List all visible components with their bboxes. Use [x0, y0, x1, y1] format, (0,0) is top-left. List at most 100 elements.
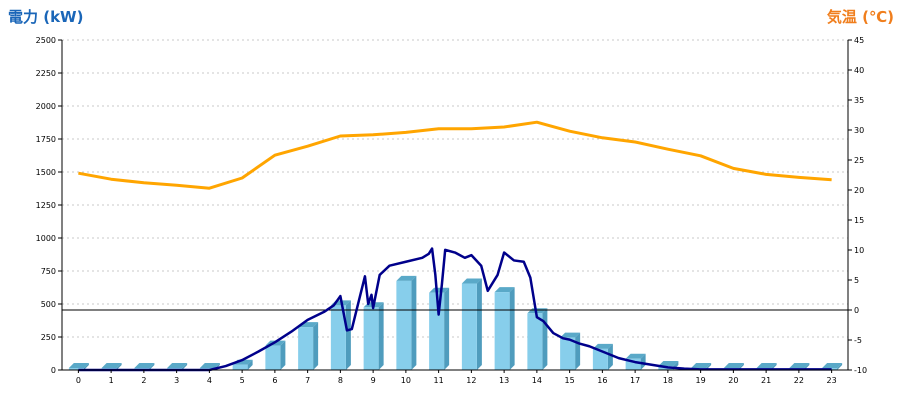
x-tick-label: 2 [141, 376, 146, 385]
right-tick-label: 20 [854, 186, 864, 195]
right-tick-label: 15 [854, 216, 864, 225]
left-tick-label: 750 [41, 267, 56, 276]
left-tick-label: 500 [41, 300, 56, 309]
bar-top [199, 363, 220, 369]
left-tick-label: 1250 [36, 201, 56, 210]
bar-side [345, 300, 351, 370]
bar [265, 345, 281, 370]
bar [298, 327, 314, 370]
bar-top [723, 363, 744, 369]
bar-top [756, 363, 777, 369]
right-tick-label: -10 [854, 366, 867, 375]
x-tick-label: 4 [207, 376, 212, 385]
bar-side [313, 322, 319, 370]
bar-side [83, 363, 89, 370]
right-tick-label: 0 [854, 306, 859, 315]
x-tick-label: 21 [761, 376, 771, 385]
x-tick-label: 7 [305, 376, 310, 385]
right-tick-label: 35 [854, 96, 864, 105]
bar-side [116, 363, 122, 370]
bar-top [429, 287, 450, 293]
bar-top [494, 287, 515, 293]
bar-side [247, 359, 253, 370]
left-tick-label: 1500 [36, 168, 56, 177]
x-tick-label: 19 [696, 376, 706, 385]
x-tick-label: 17 [630, 376, 640, 385]
right-tick-label: 40 [854, 66, 864, 75]
bar-side [640, 353, 646, 370]
bar-side [837, 363, 843, 370]
bar-top [396, 275, 417, 281]
left-tick-label: 1000 [36, 234, 56, 243]
right-tick-label: -5 [854, 336, 862, 345]
bar [560, 337, 576, 370]
x-tick-label: 20 [728, 376, 738, 385]
bar-top [592, 343, 613, 349]
x-tick-label: 6 [272, 376, 277, 385]
bar-side [509, 287, 515, 370]
bar-side [149, 363, 155, 370]
left-tick-label: 0 [51, 366, 56, 375]
bar [396, 280, 412, 370]
x-tick-label: 23 [827, 376, 837, 385]
x-tick-label: 8 [338, 376, 343, 385]
bar-top [560, 332, 581, 338]
x-tick-label: 3 [174, 376, 179, 385]
x-tick-label: 1 [109, 376, 114, 385]
bar-side [280, 340, 286, 370]
right-axis-title: 気温 (℃) [826, 8, 894, 26]
x-tick-label: 16 [597, 376, 607, 385]
right-tick-label: 45 [854, 36, 864, 45]
right-tick-label: 10 [854, 246, 864, 255]
left-tick-label: 250 [41, 333, 56, 342]
bar-top [68, 363, 89, 369]
x-tick-label: 10 [401, 376, 411, 385]
bar-top [658, 361, 679, 367]
x-tick-label: 9 [371, 376, 376, 385]
left-tick-label: 2250 [36, 69, 56, 78]
bar [429, 292, 445, 370]
x-tick-label: 18 [663, 376, 673, 385]
bar [461, 283, 477, 370]
bar-side [542, 308, 548, 370]
bar-top [134, 363, 155, 369]
bar [68, 368, 84, 370]
bar [494, 292, 510, 370]
bar-top [822, 363, 843, 369]
bar-side [378, 302, 384, 370]
bar [330, 305, 346, 370]
bar-top [789, 363, 810, 369]
bar-top [167, 363, 188, 369]
right-tick-label: 30 [854, 126, 864, 135]
bar-side [411, 275, 417, 370]
bar-top [625, 353, 646, 359]
bar-side [607, 343, 613, 370]
bar [625, 358, 641, 370]
bar-top [101, 363, 122, 369]
x-tick-label: 12 [466, 376, 476, 385]
bar-side [444, 287, 450, 370]
left-axis-title: 電力 (kW) [8, 8, 84, 26]
left-tick-label: 2500 [36, 36, 56, 45]
temperature-line [78, 120, 832, 190]
bar [232, 364, 248, 370]
bar-side [476, 278, 482, 370]
right-tick-label: 25 [854, 156, 864, 165]
x-tick-label: 0 [76, 376, 81, 385]
bar-side [182, 363, 188, 370]
x-tick-label: 14 [532, 376, 542, 385]
power-line [78, 247, 832, 372]
bar-top [461, 278, 482, 284]
left-tick-label: 2000 [36, 102, 56, 111]
bar [363, 307, 379, 370]
bar-top [527, 308, 548, 314]
right-tick-label: 5 [854, 276, 859, 285]
bar [592, 348, 608, 370]
bar [527, 313, 543, 370]
x-tick-label: 11 [434, 376, 444, 385]
x-tick-label: 22 [794, 376, 804, 385]
bar-top [691, 363, 712, 369]
x-tick-label: 15 [565, 376, 575, 385]
bar-side [575, 332, 581, 370]
